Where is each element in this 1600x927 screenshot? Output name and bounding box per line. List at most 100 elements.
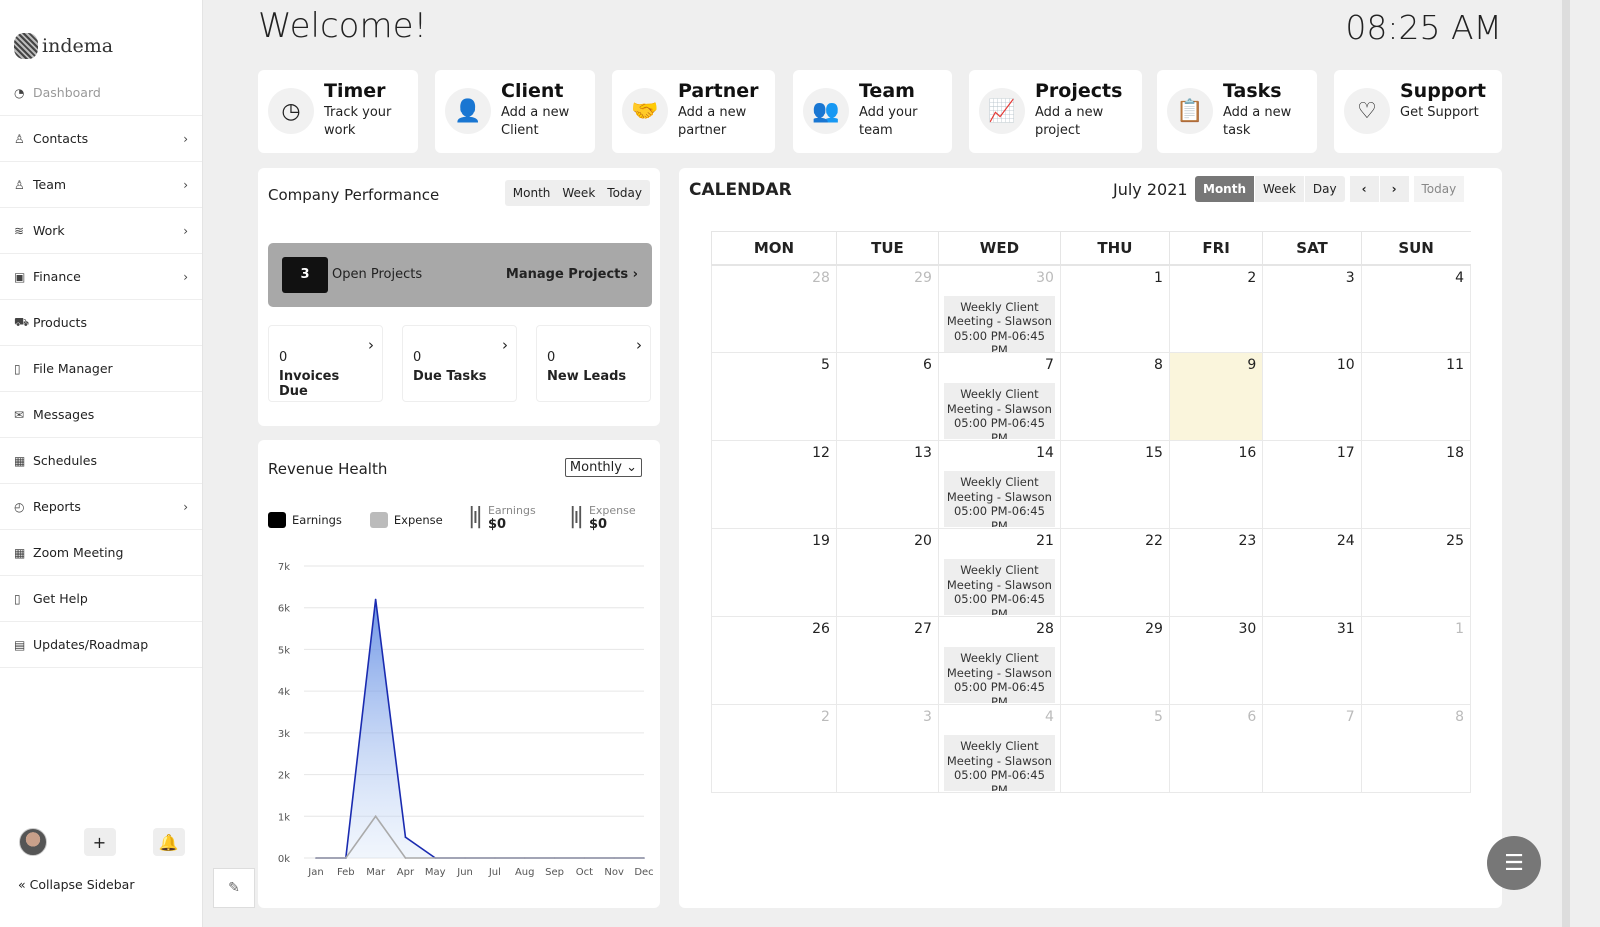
quick-projects-card[interactable]: 📈 Projects Add a new project <box>969 70 1142 153</box>
calendar-day[interactable]: 7 <box>1262 704 1362 793</box>
calendar-day[interactable]: 18 <box>1360 440 1472 529</box>
day-number: 30 <box>1238 621 1257 637</box>
tab-month[interactable]: Month <box>512 186 551 200</box>
add-button[interactable]: + <box>83 828 116 856</box>
calendar-day[interactable]: 21 Weekly Client Meeting - Slawson 05:00 … <box>937 528 1061 617</box>
day-number: 28 <box>1036 621 1054 637</box>
chat-icon[interactable]: ☰ <box>1487 836 1541 890</box>
avatar[interactable] <box>18 828 47 856</box>
sidebar-item-get-help[interactable]: ▯ Get Help <box>0 576 202 622</box>
view-week-button[interactable]: Week <box>1255 176 1304 202</box>
calendar-day[interactable]: 30 Weekly Client Meeting - Slawson 05:00 … <box>937 264 1061 353</box>
calendar-day[interactable]: 29 <box>835 264 939 353</box>
calendar-day[interactable]: 28 <box>711 264 837 353</box>
calendar-day[interactable]: 1 <box>1059 264 1170 353</box>
prev-month-button[interactable]: ‹ <box>1349 176 1379 202</box>
day-number: 8 <box>1455 709 1464 725</box>
calendar-event[interactable]: Weekly Client Meeting - Slawson 05:00 PM… <box>943 295 1055 352</box>
kpi-new-leads[interactable]: › 0 New Leads <box>536 325 651 402</box>
calendar-day[interactable]: 25 <box>1360 528 1472 617</box>
day-number: 20 <box>914 533 932 549</box>
calendar-day[interactable]: 3 <box>1262 264 1362 353</box>
calendar-day[interactable]: 29 <box>1059 616 1170 705</box>
sidebar-item-reports[interactable]: ◴ Reports › <box>0 484 202 530</box>
sidebar-item-updates-roadmap[interactable]: ▤ Updates/Roadmap <box>0 622 202 668</box>
calendar-day[interactable]: 24 <box>1262 528 1362 617</box>
kpi-invoices-due[interactable]: › 0 Invoices Due <box>268 325 383 402</box>
calendar-day[interactable]: 13 <box>835 440 939 529</box>
sidebar-item-products[interactable]: ⛟ Products <box>0 300 202 346</box>
sidebar-item-label: Team <box>33 177 67 192</box>
calendar-day[interactable]: 1 <box>1360 616 1472 705</box>
calendar-day[interactable]: 31 <box>1262 616 1362 705</box>
calendar-day[interactable]: 7 Weekly Client Meeting - Slawson 05:00 P… <box>937 352 1061 441</box>
sidebar-item-messages[interactable]: ✉ Messages <box>0 392 202 438</box>
quick-partner-card[interactable]: 🤝 Partner Add a new partner <box>612 70 775 153</box>
calendar-day[interactable]: 20 <box>835 528 939 617</box>
calendar-day[interactable]: 30 <box>1168 616 1264 705</box>
stat-label: Earnings <box>487 504 536 517</box>
calendar-event[interactable]: Weekly Client Meeting - Slawson 05:00 PM… <box>943 383 1055 439</box>
sidebar-item-zoom-meeting[interactable]: ▦ Zoom Meeting <box>0 530 202 576</box>
quick-timer-card[interactable]: ◷ Timer Track your work <box>258 70 418 153</box>
calendar-day[interactable]: 2 <box>711 704 837 793</box>
calendar-day[interactable]: 22 <box>1059 528 1170 617</box>
calendar-day[interactable]: 28 Weekly Client Meeting - Slawson 05:00 … <box>937 616 1061 705</box>
sidebar-item-team[interactable]: ♙ Team › <box>0 162 202 208</box>
logo-mark-icon <box>14 33 38 59</box>
manage-projects-link[interactable]: Manage Projects › <box>505 267 638 282</box>
quick-support-card[interactable]: ♡ Support Get Support <box>1334 70 1502 153</box>
today-button[interactable]: Today <box>1413 176 1465 202</box>
calendar-day[interactable]: 27 <box>835 616 939 705</box>
kpi-due-tasks[interactable]: › 0 Due Tasks <box>402 325 517 402</box>
calendar-day[interactable]: 26 <box>711 616 837 705</box>
sidebar-item-contacts[interactable]: ♙ Contacts › <box>0 116 202 162</box>
sidebar-item-work[interactable]: ≋ Work › <box>0 208 202 254</box>
sidebar-item-schedules[interactable]: ▦ Schedules <box>0 438 202 484</box>
edit-icon[interactable]: ✎ <box>213 868 255 908</box>
calendar-day[interactable]: 10 <box>1262 352 1362 441</box>
view-month-button[interactable]: Month <box>1195 176 1255 202</box>
sidebar-item-dashboard[interactable]: ◔ Dashboard <box>0 70 202 116</box>
sidebar-item-finance[interactable]: ▣ Finance › <box>0 254 202 300</box>
sidebar-item-file-manager[interactable]: ▯ File Manager <box>0 346 202 392</box>
calendar-event[interactable]: Weekly Client Meeting - Slawson 05:00 PM… <box>943 471 1055 527</box>
collapse-sidebar-button[interactable]: « Collapse Sidebar <box>18 877 135 892</box>
calendar-day[interactable]: 11 <box>1360 352 1472 441</box>
next-month-button[interactable]: › <box>1379 176 1409 202</box>
calendar-day[interactable]: 8 <box>1059 352 1170 441</box>
calendar-day[interactable]: 5 <box>711 352 837 441</box>
calendar-day[interactable]: 6 <box>835 352 939 441</box>
tab-week[interactable]: Week <box>562 186 596 200</box>
view-day-button[interactable]: Day <box>1304 176 1345 202</box>
scrollbar[interactable] <box>1562 0 1570 927</box>
legend-swatch-earnings <box>268 512 286 528</box>
quick-team-card[interactable]: 👥 Team Add your team <box>793 70 952 153</box>
expense-point <box>434 857 437 859</box>
calendar-day[interactable]: 14 Weekly Client Meeting - Slawson 05:00 … <box>937 440 1061 529</box>
calendar-day[interactable]: 2 <box>1168 264 1264 353</box>
calendar-event[interactable]: Weekly Client Meeting - Slawson 05:00 PM… <box>943 647 1055 703</box>
calendar-day[interactable]: 4 Weekly Client Meeting - Slawson 05:00 P… <box>937 704 1061 793</box>
calendar-event[interactable]: Weekly Client Meeting - Slawson 05:00 PM… <box>943 559 1055 615</box>
calendar-day[interactable]: 4 <box>1360 264 1472 353</box>
calendar-day[interactable]: 19 <box>711 528 837 617</box>
calendar-day[interactable]: 6 <box>1168 704 1264 793</box>
quick-tasks-card[interactable]: 📋 Tasks Add a new task <box>1157 70 1317 153</box>
calendar-day[interactable]: 8 <box>1360 704 1472 793</box>
period-select[interactable]: Monthly ⌄ <box>564 458 642 477</box>
calendar-day[interactable]: 16 <box>1168 440 1264 529</box>
calendar-event[interactable]: Weekly Client Meeting - Slawson 05:00 PM… <box>943 735 1055 791</box>
calendar-day[interactable]: 3 <box>835 704 939 793</box>
calendar-day[interactable]: 23 <box>1168 528 1264 617</box>
bell-icon[interactable]: 🔔 <box>152 828 185 856</box>
calendar-day[interactable]: 12 <box>711 440 837 529</box>
quick-client-card[interactable]: 👤 Client Add a new Client <box>435 70 595 153</box>
calendar-day[interactable]: 17 <box>1262 440 1362 529</box>
calendar-day[interactable]: 9 <box>1168 352 1264 441</box>
calendar-day[interactable]: 5 <box>1059 704 1170 793</box>
calendar-day[interactable]: 15 <box>1059 440 1170 529</box>
day-number: 27 <box>914 621 932 637</box>
tab-today[interactable]: Today <box>607 186 642 200</box>
logo[interactable]: indema <box>0 0 202 70</box>
